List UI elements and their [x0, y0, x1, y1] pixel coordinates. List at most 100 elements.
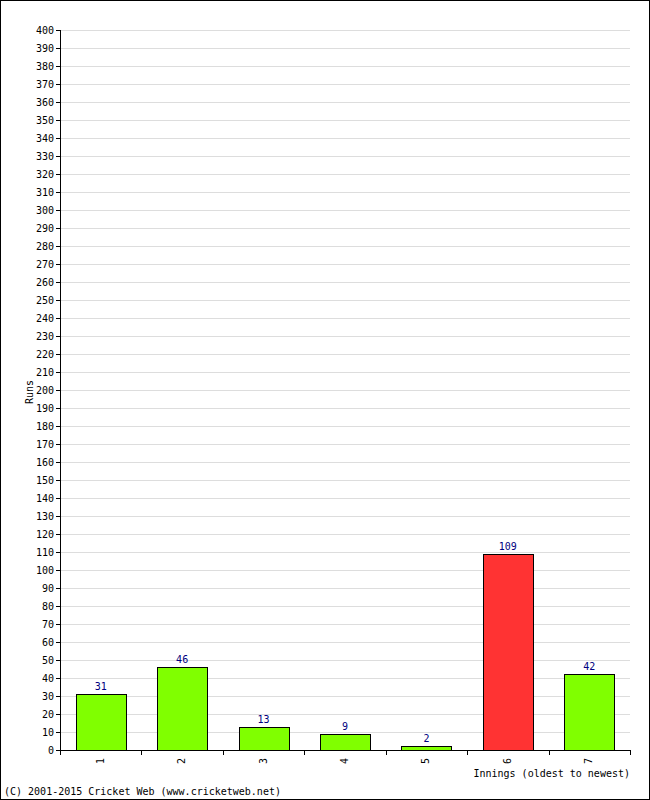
grid-line [60, 588, 630, 589]
y-tick [56, 732, 60, 733]
y-tick-label: 250 [36, 295, 54, 306]
y-tick [56, 156, 60, 157]
y-tick [56, 408, 60, 409]
data-label: 2 [423, 733, 429, 744]
x-tick [549, 750, 550, 755]
grid-line [60, 480, 630, 481]
y-tick [56, 228, 60, 229]
y-tick [56, 210, 60, 211]
grid-line [60, 642, 630, 643]
y-tick-label: 290 [36, 223, 54, 234]
grid-line [60, 372, 630, 373]
grid-line [60, 678, 630, 679]
grid-line [60, 660, 630, 661]
grid-line [60, 84, 630, 85]
bar [321, 735, 371, 751]
x-tick-label: 1 [95, 758, 106, 764]
y-tick [56, 84, 60, 85]
x-tick [467, 750, 468, 755]
y-tick-label: 240 [36, 313, 54, 324]
data-label: 109 [499, 541, 517, 552]
bar [77, 695, 127, 751]
y-tick [56, 300, 60, 301]
y-tick-label: 180 [36, 421, 54, 432]
y-tick [56, 696, 60, 697]
y-tick [56, 372, 60, 373]
y-tick-label: 120 [36, 529, 54, 540]
x-tick [60, 750, 61, 755]
bar [565, 675, 615, 751]
bars [77, 555, 615, 751]
y-tick-label: 270 [36, 259, 54, 270]
grid-line [60, 138, 630, 139]
data-label: 42 [583, 661, 595, 672]
y-tick-label: 310 [36, 187, 54, 198]
y-tick [56, 588, 60, 589]
x-tick [386, 750, 387, 755]
y-axis [60, 30, 61, 750]
grid-line [60, 498, 630, 499]
grid-line [60, 48, 630, 49]
y-tick [56, 318, 60, 319]
y-tick [56, 354, 60, 355]
y-tick-label: 100 [36, 565, 54, 576]
y-tick [56, 480, 60, 481]
y-axis-label: Runs [24, 380, 35, 404]
y-tick [56, 174, 60, 175]
grid-line [60, 750, 630, 751]
grid-line [60, 408, 630, 409]
y-tick [56, 552, 60, 553]
grid-line [60, 318, 630, 319]
grid-line [60, 552, 630, 553]
grid-line [60, 336, 630, 337]
x-tick-label: 4 [339, 758, 350, 764]
y-tick [56, 120, 60, 121]
x-axis-label: Innings (oldest to newest) [473, 768, 630, 779]
grid-line [60, 246, 630, 247]
bar [158, 668, 208, 751]
grid-line [60, 534, 630, 535]
y-tick-label: 370 [36, 79, 54, 90]
y-tick-label: 260 [36, 277, 54, 288]
grid-line [60, 390, 630, 391]
y-tick-label: 190 [36, 403, 54, 414]
y-tick-label: 330 [36, 151, 54, 162]
x-axis [60, 750, 630, 751]
y-tick-label: 280 [36, 241, 54, 252]
y-tick [56, 192, 60, 193]
y-tick-label: 0 [48, 745, 54, 756]
y-tick-label: 320 [36, 169, 54, 180]
y-tick [56, 642, 60, 643]
y-tick-label: 20 [42, 709, 54, 720]
grid-line [60, 264, 630, 265]
grid-line [60, 462, 630, 463]
data-label: 31 [95, 681, 107, 692]
grid-line [60, 714, 630, 715]
y-tick [56, 444, 60, 445]
y-tick-label: 390 [36, 43, 54, 54]
grid-line [60, 696, 630, 697]
y-tick-label: 380 [36, 61, 54, 72]
y-tick [56, 48, 60, 49]
grid-line [60, 300, 630, 301]
y-tick-label: 60 [42, 637, 54, 648]
x-tick-label: 2 [176, 758, 187, 764]
x-tick [304, 750, 305, 755]
bar [484, 555, 534, 751]
y-tick [56, 570, 60, 571]
y-tick-label: 220 [36, 349, 54, 360]
y-tick-label: 350 [36, 115, 54, 126]
y-tick-label: 300 [36, 205, 54, 216]
x-tick-label: 3 [258, 758, 269, 764]
grid-line [60, 228, 630, 229]
y-tick-label: 160 [36, 457, 54, 468]
y-tick [56, 498, 60, 499]
y-tick-label: 110 [36, 547, 54, 558]
y-tick-label: 150 [36, 475, 54, 486]
y-tick [56, 624, 60, 625]
y-tick [56, 516, 60, 517]
grid-line [60, 120, 630, 121]
grid-line [60, 516, 630, 517]
y-tick-label: 30 [42, 691, 54, 702]
y-tick [56, 102, 60, 103]
